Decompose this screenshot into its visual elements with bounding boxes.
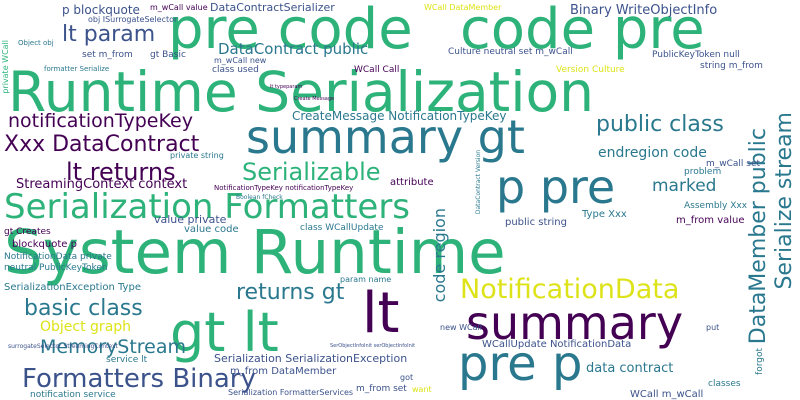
word-pre-p: pre p [458, 336, 583, 392]
word-runtime-serialization: Runtime Serialization [8, 60, 595, 124]
word-notificationtypekey: notificationTypeKey [8, 110, 193, 132]
word-serializable: Serializable [242, 158, 381, 186]
word-streamingcontext-context: StreamingContext context [16, 177, 188, 192]
word-summary-gt: summary gt [246, 110, 525, 164]
word-notificationdata-private: NotificationData private [4, 252, 112, 262]
word-endregion-code: endregion code [598, 145, 707, 161]
word-basic-class: basic class [24, 296, 143, 321]
word-forgot: forgot [755, 348, 765, 375]
word-create-message: Create Message [294, 96, 335, 102]
word-gt-lt: gt lt [170, 301, 279, 364]
word-wcall-datamember: WCall DataMember [424, 3, 502, 12]
word-culture-neutral-set-m-wcall: Culture neutral set m_wCall [448, 47, 573, 57]
word-p-pre: p pre [496, 160, 616, 214]
word-value-code: value code [184, 224, 239, 235]
word-publickeytoken-null: PublicKeyToken null [652, 50, 740, 60]
word-code-region: code region [430, 208, 449, 303]
word-m-wcall-new: m_wCall new [214, 56, 267, 65]
word-problem: problem [684, 167, 722, 177]
word-returns-gt: returns gt [236, 280, 345, 305]
word-system-runtime: System Runtime [4, 217, 506, 288]
word-object-obj: Object obj [18, 39, 54, 47]
word-set-m-from: set m_from [82, 50, 133, 60]
word-data-contract: data contract [586, 361, 674, 376]
word-type-xxx: Type Xxx [582, 209, 627, 220]
word-string-m-from: string m_from [700, 61, 763, 71]
word-m-from-set: m_from set [356, 384, 407, 394]
word-lt: lt [362, 281, 400, 346]
word-want: want [412, 385, 432, 394]
word-wcall-call: WCall Call [354, 65, 400, 75]
word-serializationexception-type: SerializationException Type [4, 282, 141, 293]
word-datacontract-version: DataContract Version [475, 150, 482, 215]
word-service-lt: service lt [106, 355, 148, 365]
word-value-private: value private [154, 213, 227, 226]
word-attribute: attribute [390, 177, 434, 188]
word-p-blockquote: p blockquote [62, 3, 140, 17]
word-gt-basic: gt Basic [150, 50, 186, 60]
word-wcallupdate-notificationdata: WCallUpdate NotificationData [482, 339, 632, 350]
word-neutral-publickeytoken: neutral PublicKeyToken [4, 263, 108, 273]
word-summary: summary [466, 296, 684, 350]
word-serialize-stream: Serialize stream [772, 112, 797, 290]
word-datacontractserializer: DataContractSerializer [210, 1, 335, 14]
word-version-culture: Version Culture [556, 65, 625, 75]
word-binary-writeobjectinfo: Binary WriteObjectInfo [570, 3, 718, 18]
word-object-graph: Object graph [40, 319, 132, 335]
word-serialization-formatterservices: Serialization FormatterServices [228, 388, 354, 397]
word-formatters-binary: Formatters Binary [22, 364, 256, 394]
word-m-wcall-set: m_wCall set [706, 159, 761, 169]
word-gt-creates: gt Creates [4, 227, 51, 237]
word-m-from-value: m_from value [676, 215, 745, 226]
word-lt-returns: lt returns [66, 158, 176, 186]
word-class-used: class used [212, 65, 259, 75]
word-wcall-m-wcall: WCall m_wCall [630, 389, 704, 400]
word-private-string: private string [170, 151, 224, 160]
word-serialization-serializationexception: Serialization SerializationException [214, 352, 408, 365]
word-notificationtypekey-notificationtypekey: NotificationTypeKey notificationTypeKey [214, 184, 354, 192]
word-datacontract-public: DataContract public [218, 40, 369, 58]
word-serialization-formatters: Serialization Formatters [4, 187, 411, 227]
word-pre-code: pre code [168, 0, 413, 62]
word-boolean-fcheck: Boolean fCheck [236, 194, 283, 201]
word-blockquote-p: blockquote p [12, 239, 77, 250]
word-marked: marked [652, 176, 717, 196]
word-param-name: param name [340, 275, 392, 284]
word-public-class: public class [596, 112, 724, 137]
word-public-string: public string [505, 217, 567, 228]
word-lt-typeparam: lt typeparam [270, 84, 303, 90]
word-code-pre: code pre [460, 0, 705, 62]
word-lt-param: lt param [62, 22, 156, 47]
word-put: put [706, 323, 720, 332]
word-memorystream: MemoryStream [40, 336, 187, 358]
word-got: got [400, 373, 414, 382]
word-m-wcall-value: m_wCall value [150, 3, 208, 12]
word-notificationdata: NotificationData [460, 274, 680, 305]
word-surrogateselector-streamingcontext: surrogateSelector StreamingContext [8, 343, 118, 350]
word-assembly-xxx: Assembly Xxx [684, 201, 748, 211]
word-class-wcallupdate: class WCallUpdate [300, 223, 384, 233]
word-createmessage-notificationtypekey: CreateMessage NotificationTypeKey [292, 109, 507, 123]
word-new-wcall: new WCall [440, 323, 482, 332]
word-xxx-datacontract: Xxx DataContract [4, 132, 200, 157]
word-formatter-serialize: formatter Serialize [44, 65, 110, 73]
word-private-wcall: private WCall [1, 40, 10, 94]
word-m-from-datamember: m_from DataMember [230, 366, 337, 377]
word-classes: classes [708, 379, 741, 389]
word-obj-isurrogateselector: obj ISurrogateSelector [88, 15, 178, 24]
word-notification-service: notification service [30, 390, 116, 400]
word-serobjectinfoinit: SerObjectInfoInit serObjectInfoInit [330, 343, 416, 349]
